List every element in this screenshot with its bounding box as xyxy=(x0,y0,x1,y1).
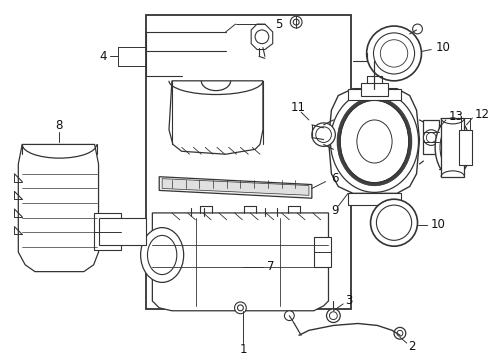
Text: 12: 12 xyxy=(474,108,490,121)
Ellipse shape xyxy=(373,33,415,74)
Text: 2: 2 xyxy=(408,341,416,354)
Ellipse shape xyxy=(367,26,421,81)
Ellipse shape xyxy=(255,30,269,44)
Polygon shape xyxy=(18,144,98,272)
Ellipse shape xyxy=(235,302,246,314)
Ellipse shape xyxy=(340,100,409,183)
Text: 10: 10 xyxy=(436,41,451,54)
Bar xyxy=(441,118,465,177)
Polygon shape xyxy=(152,213,328,311)
Polygon shape xyxy=(159,177,312,198)
Ellipse shape xyxy=(316,127,331,143)
Ellipse shape xyxy=(426,133,436,143)
Bar xyxy=(146,15,351,309)
Ellipse shape xyxy=(329,312,337,320)
Ellipse shape xyxy=(147,235,177,275)
Text: 13: 13 xyxy=(449,109,464,122)
Bar xyxy=(459,130,472,165)
Ellipse shape xyxy=(413,24,422,34)
Bar xyxy=(361,83,388,96)
Bar xyxy=(348,193,401,205)
Ellipse shape xyxy=(326,309,340,323)
Ellipse shape xyxy=(285,311,294,320)
Ellipse shape xyxy=(440,125,465,170)
Text: 11: 11 xyxy=(291,101,306,114)
Ellipse shape xyxy=(312,123,335,147)
Ellipse shape xyxy=(423,130,439,145)
Ellipse shape xyxy=(330,91,418,192)
Polygon shape xyxy=(251,24,273,50)
Ellipse shape xyxy=(394,327,406,339)
Ellipse shape xyxy=(447,138,459,157)
Ellipse shape xyxy=(397,330,403,336)
Text: 1: 1 xyxy=(240,343,247,356)
Polygon shape xyxy=(328,89,419,193)
Text: 3: 3 xyxy=(345,294,353,307)
Polygon shape xyxy=(169,81,263,154)
Ellipse shape xyxy=(376,205,412,240)
Ellipse shape xyxy=(291,16,302,28)
Bar xyxy=(423,120,439,154)
Bar xyxy=(348,89,401,100)
Text: 6: 6 xyxy=(331,172,339,185)
Ellipse shape xyxy=(435,118,470,177)
Text: 10: 10 xyxy=(430,218,445,231)
Ellipse shape xyxy=(293,19,299,25)
Ellipse shape xyxy=(370,199,417,246)
Text: 8: 8 xyxy=(56,119,63,132)
Text: 5: 5 xyxy=(275,18,282,31)
Polygon shape xyxy=(162,179,309,195)
Text: 9: 9 xyxy=(332,204,339,217)
Ellipse shape xyxy=(380,40,408,67)
Bar xyxy=(94,213,121,250)
Ellipse shape xyxy=(357,120,392,163)
Ellipse shape xyxy=(141,228,184,282)
Text: 4: 4 xyxy=(99,50,107,63)
Ellipse shape xyxy=(238,305,244,311)
Bar xyxy=(314,237,331,267)
Polygon shape xyxy=(98,218,146,245)
Text: 7: 7 xyxy=(267,260,274,273)
